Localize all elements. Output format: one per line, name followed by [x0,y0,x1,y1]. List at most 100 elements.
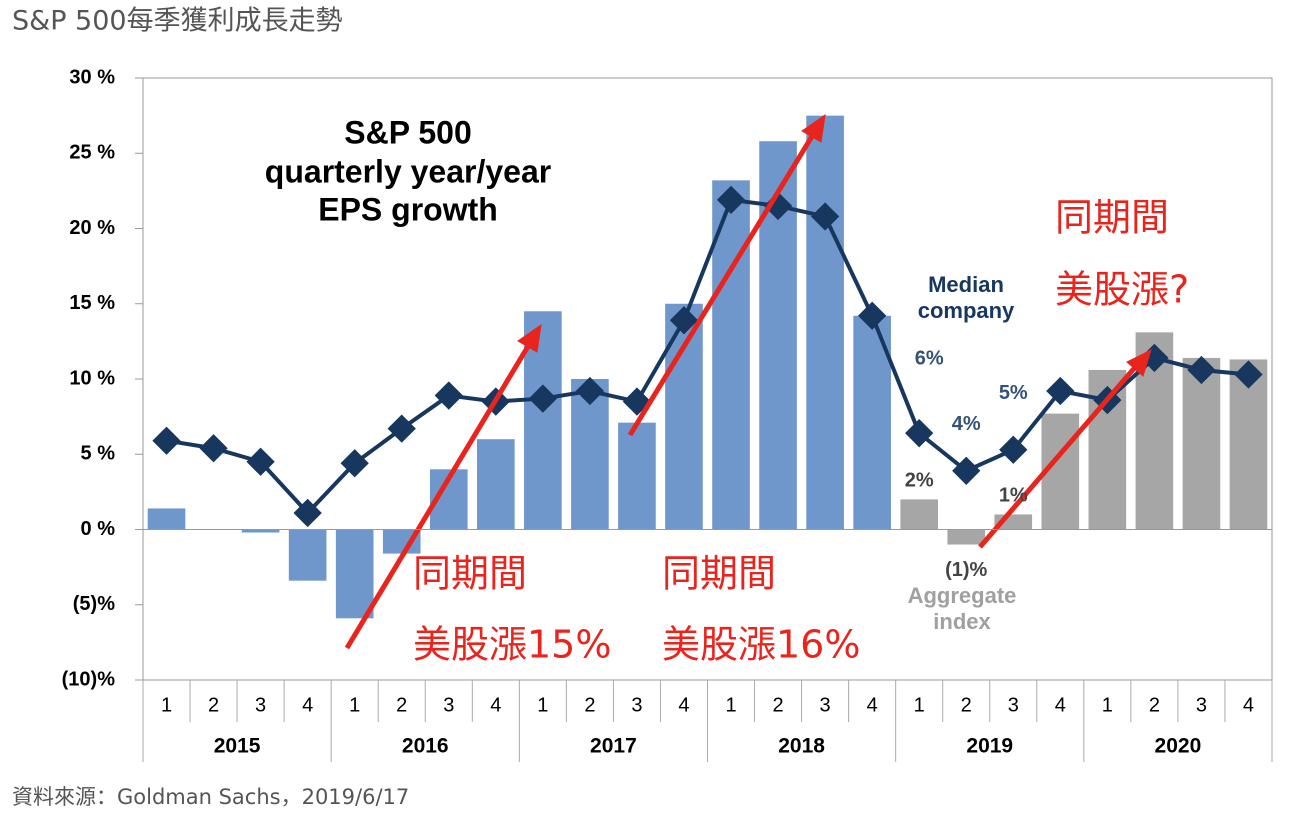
marker [434,381,463,410]
x-tick-label: 1 [725,694,736,716]
x-tick-label: 2 [1149,694,1160,716]
arrowhead [801,113,826,143]
y-tick-label: 25 % [69,142,115,164]
marker [528,384,557,413]
y-tick-label: 5 % [81,443,116,465]
x-tick-label: 3 [1196,694,1207,716]
x-tick-label: 3 [443,694,454,716]
arrow [344,341,533,650]
x-tick-label: 4 [490,694,501,716]
x-tick-label: 2 [208,694,219,716]
x-tick-label: 1 [914,694,925,716]
marker [1140,343,1169,373]
y-tick-label: (5)% [73,593,115,615]
line [166,197,1249,516]
marker [340,449,369,478]
y-tick-label: 15 % [69,292,115,314]
data-label: 4% [952,413,981,435]
bar [241,529,280,533]
annotation: 美股漲15% [413,623,611,667]
x-tick-label: 3 [631,694,642,716]
marker [952,456,981,485]
data-label: 6% [915,347,944,369]
marker [1187,355,1216,385]
year-label: 2017 [590,735,637,758]
arrows [344,113,1152,650]
x-tick-label: 4 [302,694,313,716]
bar [665,303,703,530]
x-tick-label: 4 [867,694,878,716]
x-tick-label: 2 [961,694,972,716]
x-tick-label: 3 [820,694,831,716]
marker [199,434,228,463]
x-tick-label: 2 [773,694,784,716]
y-tick-label: 0 % [81,518,116,540]
arrowhead [1126,349,1152,377]
annotation: 同期間 [1055,196,1169,240]
bar [806,115,844,530]
x-tick-label: 4 [1243,694,1254,716]
x-tick-label: 4 [678,694,689,716]
bar [476,439,515,530]
page-title: S&P 500每季獲利成長走勢 [12,6,343,37]
marker [293,498,322,528]
arrow [627,131,817,437]
year-label: 2018 [778,735,825,758]
inner-title: EPS growth [318,191,498,227]
data-label: 2% [905,470,934,492]
x-tick-label: 2 [584,694,595,716]
x-tick-label: 1 [161,694,172,716]
data-label: 1% [999,485,1028,507]
y-tick-label: 20 % [69,217,115,239]
bar [288,529,327,581]
bar [618,422,656,530]
marker [905,419,934,448]
x-tick-label: 1 [537,694,548,716]
annotation: 同期間 [413,552,527,596]
bar [147,508,186,530]
annotation: 美股漲16% [662,623,860,667]
marker [387,414,416,443]
x-tick-label: 3 [255,694,266,716]
y-tick-label: 10 % [69,367,115,389]
marker [246,447,275,476]
marker [716,185,746,215]
x-tick-label: 4 [1055,694,1066,716]
source: 資料來源：Goldman Sachs，2019/6/17 [12,785,409,809]
inner-title: quarterly year/year [265,153,551,189]
year-label: 2020 [1155,735,1202,758]
year-label: 2019 [966,735,1013,758]
marker [999,435,1028,464]
y-tick-label: 30 % [69,66,115,88]
x-tick-label: 3 [1008,694,1019,716]
year-label: 2016 [402,735,449,758]
x-tick-label: 2 [396,694,407,716]
marker [1046,376,1075,406]
marker [152,426,181,455]
year-label: 2015 [214,735,261,758]
bar [900,499,939,530]
bar [1182,357,1221,530]
bar [947,529,986,545]
marker [1234,360,1263,389]
marker [858,301,887,330]
marker [575,376,605,406]
annotation: 同期間 [662,552,776,596]
x-tick-label: 1 [349,694,360,716]
y-tick-label: (10)% [62,668,116,690]
series-name: Median company [917,272,1015,323]
data-label: 5% [999,382,1028,404]
arrow [978,363,1139,549]
x-tick-label: 1 [1102,694,1113,716]
bar [335,529,374,619]
marker [669,306,699,335]
bar [712,180,750,530]
series-name: Aggregate index [907,583,1017,634]
arrowhead [517,323,542,353]
annotation: 美股漲? [1055,268,1189,312]
marker [810,202,840,231]
inner-title: S&P 500 [344,114,472,150]
data-label: (1)% [945,559,987,581]
